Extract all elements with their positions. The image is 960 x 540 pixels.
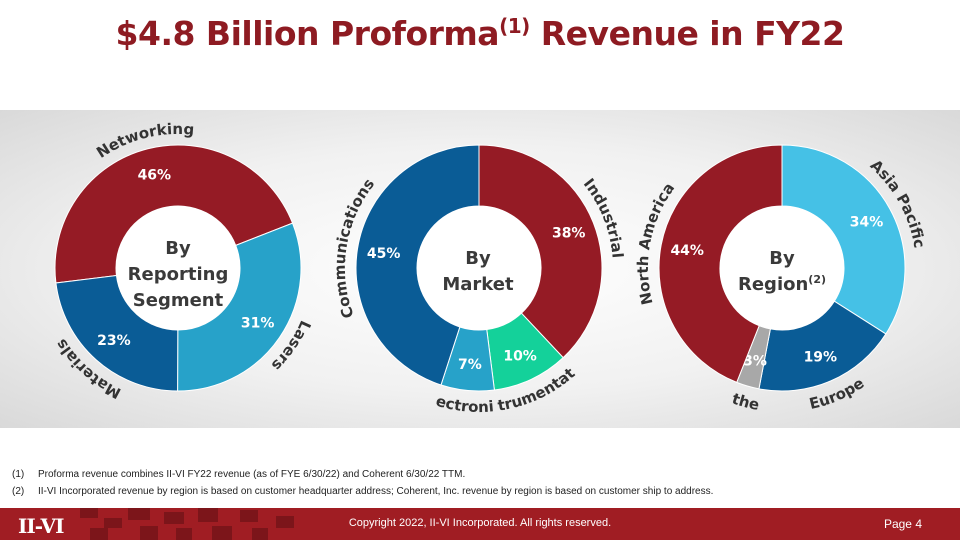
footnote: (1) Proforma revenue combines II-VI FY22 … (12, 469, 466, 480)
data-label: 44% (670, 243, 704, 259)
center-label-market: By Market (442, 248, 514, 295)
copyright-text: Copyright 2022, II-VI Incorporated. All … (348, 517, 612, 529)
center-label-region: By Region(2) (737, 248, 827, 295)
decorative-pattern (80, 508, 294, 540)
center-label-segment: By Reporting Segment (127, 238, 229, 311)
donut-hole (417, 206, 541, 330)
donut-hole (116, 206, 240, 330)
company-logo: II-VI (18, 514, 64, 538)
data-label: 45% (367, 246, 401, 262)
data-label: 23% (97, 333, 131, 349)
page-title: $4.8 Billion Proforma(1) Revenue in FY22 (115, 14, 845, 53)
page-number: Page 4 (883, 517, 922, 531)
data-label: 3% (743, 354, 767, 370)
data-label: 19% (804, 350, 838, 366)
data-label: 38% (552, 225, 586, 241)
data-label: 10% (503, 348, 537, 364)
data-label: 46% (138, 167, 172, 183)
data-label: 7% (458, 357, 482, 373)
data-label: 31% (241, 316, 275, 332)
footnotes: (1) Proforma revenue combines II-VI FY22 … (12, 466, 713, 500)
data-label: 34% (850, 215, 884, 231)
footer-bar: II-VI Copyright 2022, II-VI Incorporated… (0, 508, 960, 540)
donut-hole (720, 206, 844, 330)
footnote: (2) II-VI Incorporated revenue by region … (12, 486, 714, 497)
